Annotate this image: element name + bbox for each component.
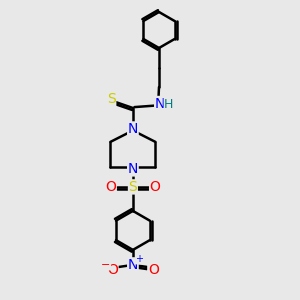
Text: O: O	[148, 263, 159, 277]
Text: N: N	[128, 162, 138, 176]
Text: O: O	[150, 180, 160, 194]
Text: N: N	[128, 258, 138, 272]
Text: S: S	[128, 180, 137, 194]
Text: S: S	[107, 92, 116, 106]
Text: +: +	[136, 254, 143, 264]
Text: N: N	[128, 122, 138, 136]
Text: N: N	[155, 97, 165, 110]
Text: O: O	[107, 263, 118, 277]
Text: H: H	[164, 98, 174, 111]
Text: −: −	[101, 260, 111, 270]
Text: O: O	[105, 180, 116, 194]
